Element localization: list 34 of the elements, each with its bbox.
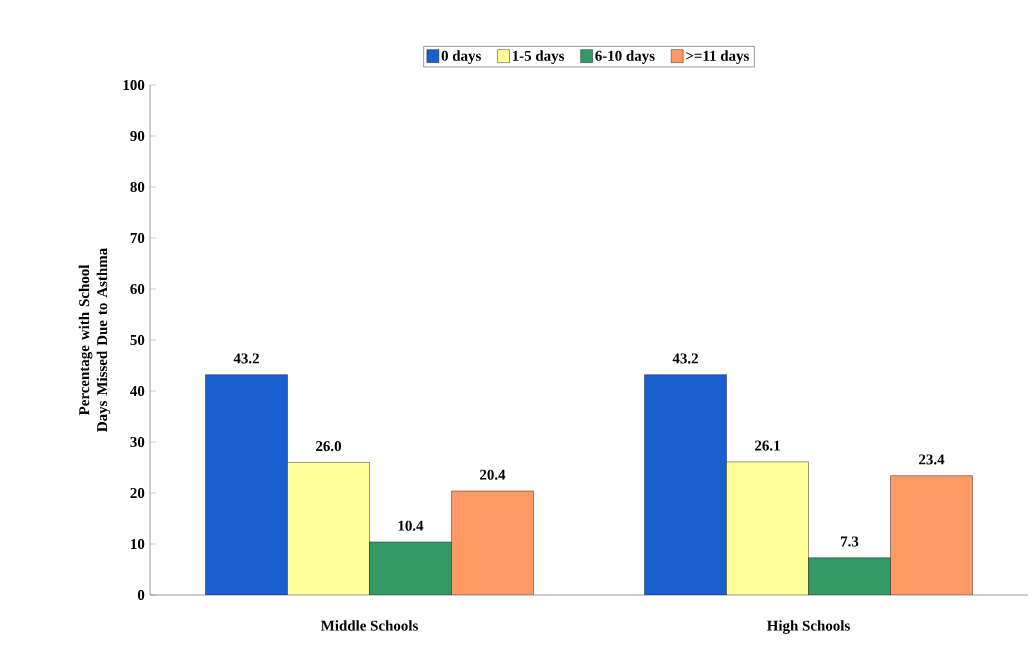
data-label: 26.0 [316,441,342,452]
y-tick-label: 100 [123,79,145,91]
y-tick-label: 0 [137,589,145,601]
bar [287,462,370,595]
y-tick-label: 10 [131,538,145,550]
data-label: 26.1 [755,440,780,451]
y-tick-label: 90 [130,130,145,142]
legend-label: 6-10 days [595,50,655,64]
y-tick-label: 80 [130,181,145,193]
y-tick-label: 30 [130,436,145,448]
bar [451,490,534,595]
y-axis-title: Percentage with School Days Missed Due to Asthma [78,248,111,432]
bar [726,461,809,595]
data-label: 23.4 [919,454,945,465]
y-tick-label: 20 [130,487,145,499]
legend-label: 0 days [441,50,481,64]
bar [205,374,288,595]
data-label: 20.4 [480,469,506,480]
y-tick-label: 70 [130,232,145,244]
legend-label: 1-5 days [512,50,565,64]
y-tick-label: 60 [130,283,145,295]
x-tick-label: Middle Schools [320,620,418,631]
x-tick-label: High Schools [767,620,850,634]
bar [644,374,727,595]
data-label: 10.4 [398,520,424,531]
bar [808,557,891,595]
data-label: 43.2 [672,353,698,364]
y-tick-label: 40 [130,385,145,397]
data-label: 43.2 [233,353,259,364]
bar [369,541,452,595]
y-tick-label: 50 [130,334,145,346]
data-label: 7.3 [841,536,859,547]
legend-label: >=11 days [686,50,749,64]
bar [890,475,973,595]
